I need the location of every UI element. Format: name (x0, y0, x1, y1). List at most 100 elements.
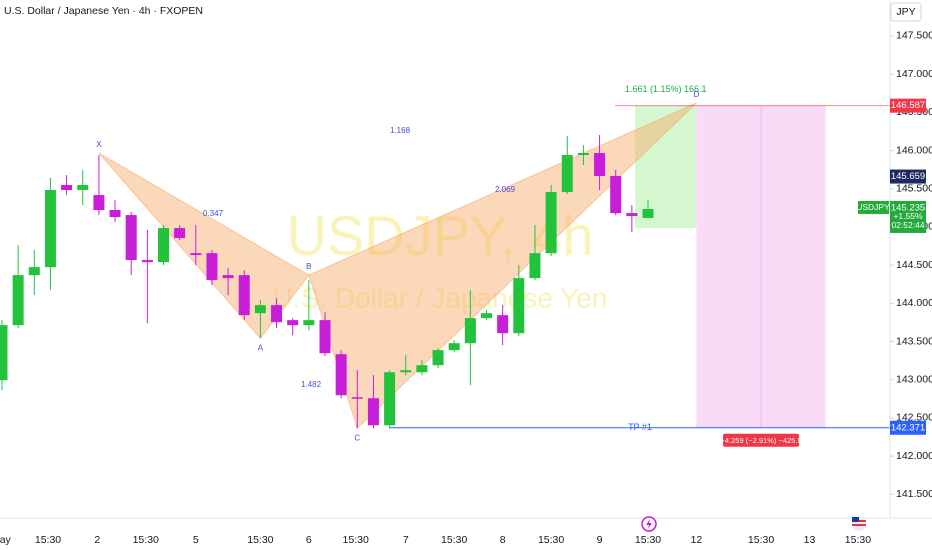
candle-body (400, 370, 412, 373)
tp-label: TP #1 (628, 422, 652, 432)
x-tick-label: 15:30 (133, 534, 159, 546)
y-tick-label: 146.000 (896, 144, 932, 156)
y-tick-label: 147.000 (896, 68, 932, 80)
price-badge (890, 169, 926, 184)
candle-body (319, 320, 331, 354)
y-tick-label: 143.500 (896, 335, 932, 347)
last-price-badge (890, 200, 926, 233)
candle-body (577, 153, 589, 156)
price-badge (890, 420, 926, 435)
x-tick-label: 13 (804, 534, 816, 546)
candle-body (93, 195, 105, 211)
candle-body (642, 208, 654, 219)
x-tick-label: 8 (500, 534, 506, 546)
currency-button-label[interactable]: JPY (896, 6, 915, 18)
loss-badge (723, 433, 800, 447)
candle-body (529, 253, 541, 279)
flag-icon[interactable] (852, 517, 866, 531)
last-change: +1.55% (893, 211, 923, 221)
x-tick-label: 7 (403, 534, 409, 546)
x-tick-label: 15:30 (845, 534, 871, 546)
symbol-title: U.S. Dollar / Japanese Yen · 4h · FXOPEN (4, 5, 203, 17)
x-tick-label: 9 (597, 534, 603, 546)
price-badge-label: 145.659 (891, 171, 925, 182)
candle-body (125, 215, 137, 261)
plot: 1.661 (1.15%) 166.1 X A B C D TP #1 −4.259 (−2.… (0, 35, 894, 495)
profit-text: 1.661 (1.15%) 166.1 (625, 84, 707, 94)
candle-body (222, 275, 234, 279)
y-tick-label: 141.500 (896, 488, 932, 500)
candle-body (190, 253, 202, 256)
price-badge-label: 142.371 (891, 422, 925, 433)
candle-body (497, 315, 509, 334)
x-tick-label: 15:30 (247, 534, 273, 546)
y-tick-label: 147.500 (896, 30, 932, 42)
pattern-point-label: A (258, 343, 264, 352)
candle-body (384, 372, 396, 426)
candle-body (335, 354, 347, 396)
last-price: 145.235 (891, 202, 925, 213)
candle-body (206, 253, 218, 281)
ratio-label: 1.482 (301, 380, 322, 389)
pattern-leg (98, 152, 310, 339)
candle-body (174, 228, 186, 239)
y-tick-label: 144.500 (896, 259, 932, 271)
candle-body (545, 192, 557, 254)
candle-body (287, 320, 299, 326)
y-tick-label: 143.000 (896, 373, 932, 385)
y-tick-label: 144.000 (896, 297, 932, 309)
pattern-point-label: C (354, 433, 360, 442)
countdown: 02:52:44 (891, 220, 924, 230)
pattern-point-label: D (694, 90, 700, 99)
candle-body (303, 320, 315, 326)
candle-body (44, 190, 56, 268)
candle-body (464, 318, 476, 344)
y-tick-label: 142.500 (896, 412, 932, 424)
candle-body (561, 155, 573, 193)
last-symbol-badge (858, 200, 889, 214)
x-tick-label: 15:30 (635, 534, 661, 546)
loss-text: −4.259 (−2.91%) −425.9 (720, 436, 801, 445)
candle-body (432, 350, 444, 366)
ratio-label: 2.069 (495, 185, 516, 194)
ratio-label: 0.347 (203, 209, 224, 218)
x-tick-label: 15:30 (441, 534, 467, 546)
candle-body (141, 260, 153, 263)
x-tick-label: 15:30 (343, 534, 369, 546)
price-badge-label: 146.587 (891, 100, 925, 111)
candle-body (594, 153, 606, 177)
candle-body (12, 275, 24, 326)
candle-body (448, 343, 460, 351)
candle-body (0, 325, 8, 381)
x-tick-label: 15:30 (35, 534, 61, 546)
last-symbol: USDJPY (856, 202, 890, 212)
candle-body (610, 176, 622, 214)
candle-body (367, 398, 379, 426)
candle-body (513, 278, 525, 334)
candle-body (416, 365, 428, 373)
candle-body (238, 275, 250, 316)
x-tick-label: 15:30 (538, 534, 564, 546)
watermark-symbol: USDJPY, 4h (286, 204, 593, 267)
y-tick-label: 145.500 (896, 182, 932, 194)
candle-body (626, 213, 638, 217)
pattern-point-label: X (96, 140, 102, 149)
candle-body (158, 228, 169, 263)
candle-body (77, 185, 89, 191)
event-icon[interactable] (641, 516, 657, 532)
x-tick-label: 5 (193, 534, 199, 546)
candle-body (254, 305, 266, 314)
currency-button[interactable] (890, 2, 922, 22)
x-tick-label: 12 (691, 534, 703, 546)
candle-body (61, 185, 73, 191)
x-tick-label: ay (0, 534, 12, 546)
x-tick-label: 6 (306, 534, 312, 546)
candle-body (481, 313, 492, 319)
y-tick-label: 142.000 (896, 450, 932, 462)
ratio-label: 1.168 (390, 126, 411, 135)
x-tick-label: 15:30 (748, 534, 774, 546)
pattern-point-label: B (306, 262, 311, 271)
candle-body (351, 397, 363, 399)
candle-body (271, 305, 283, 323)
